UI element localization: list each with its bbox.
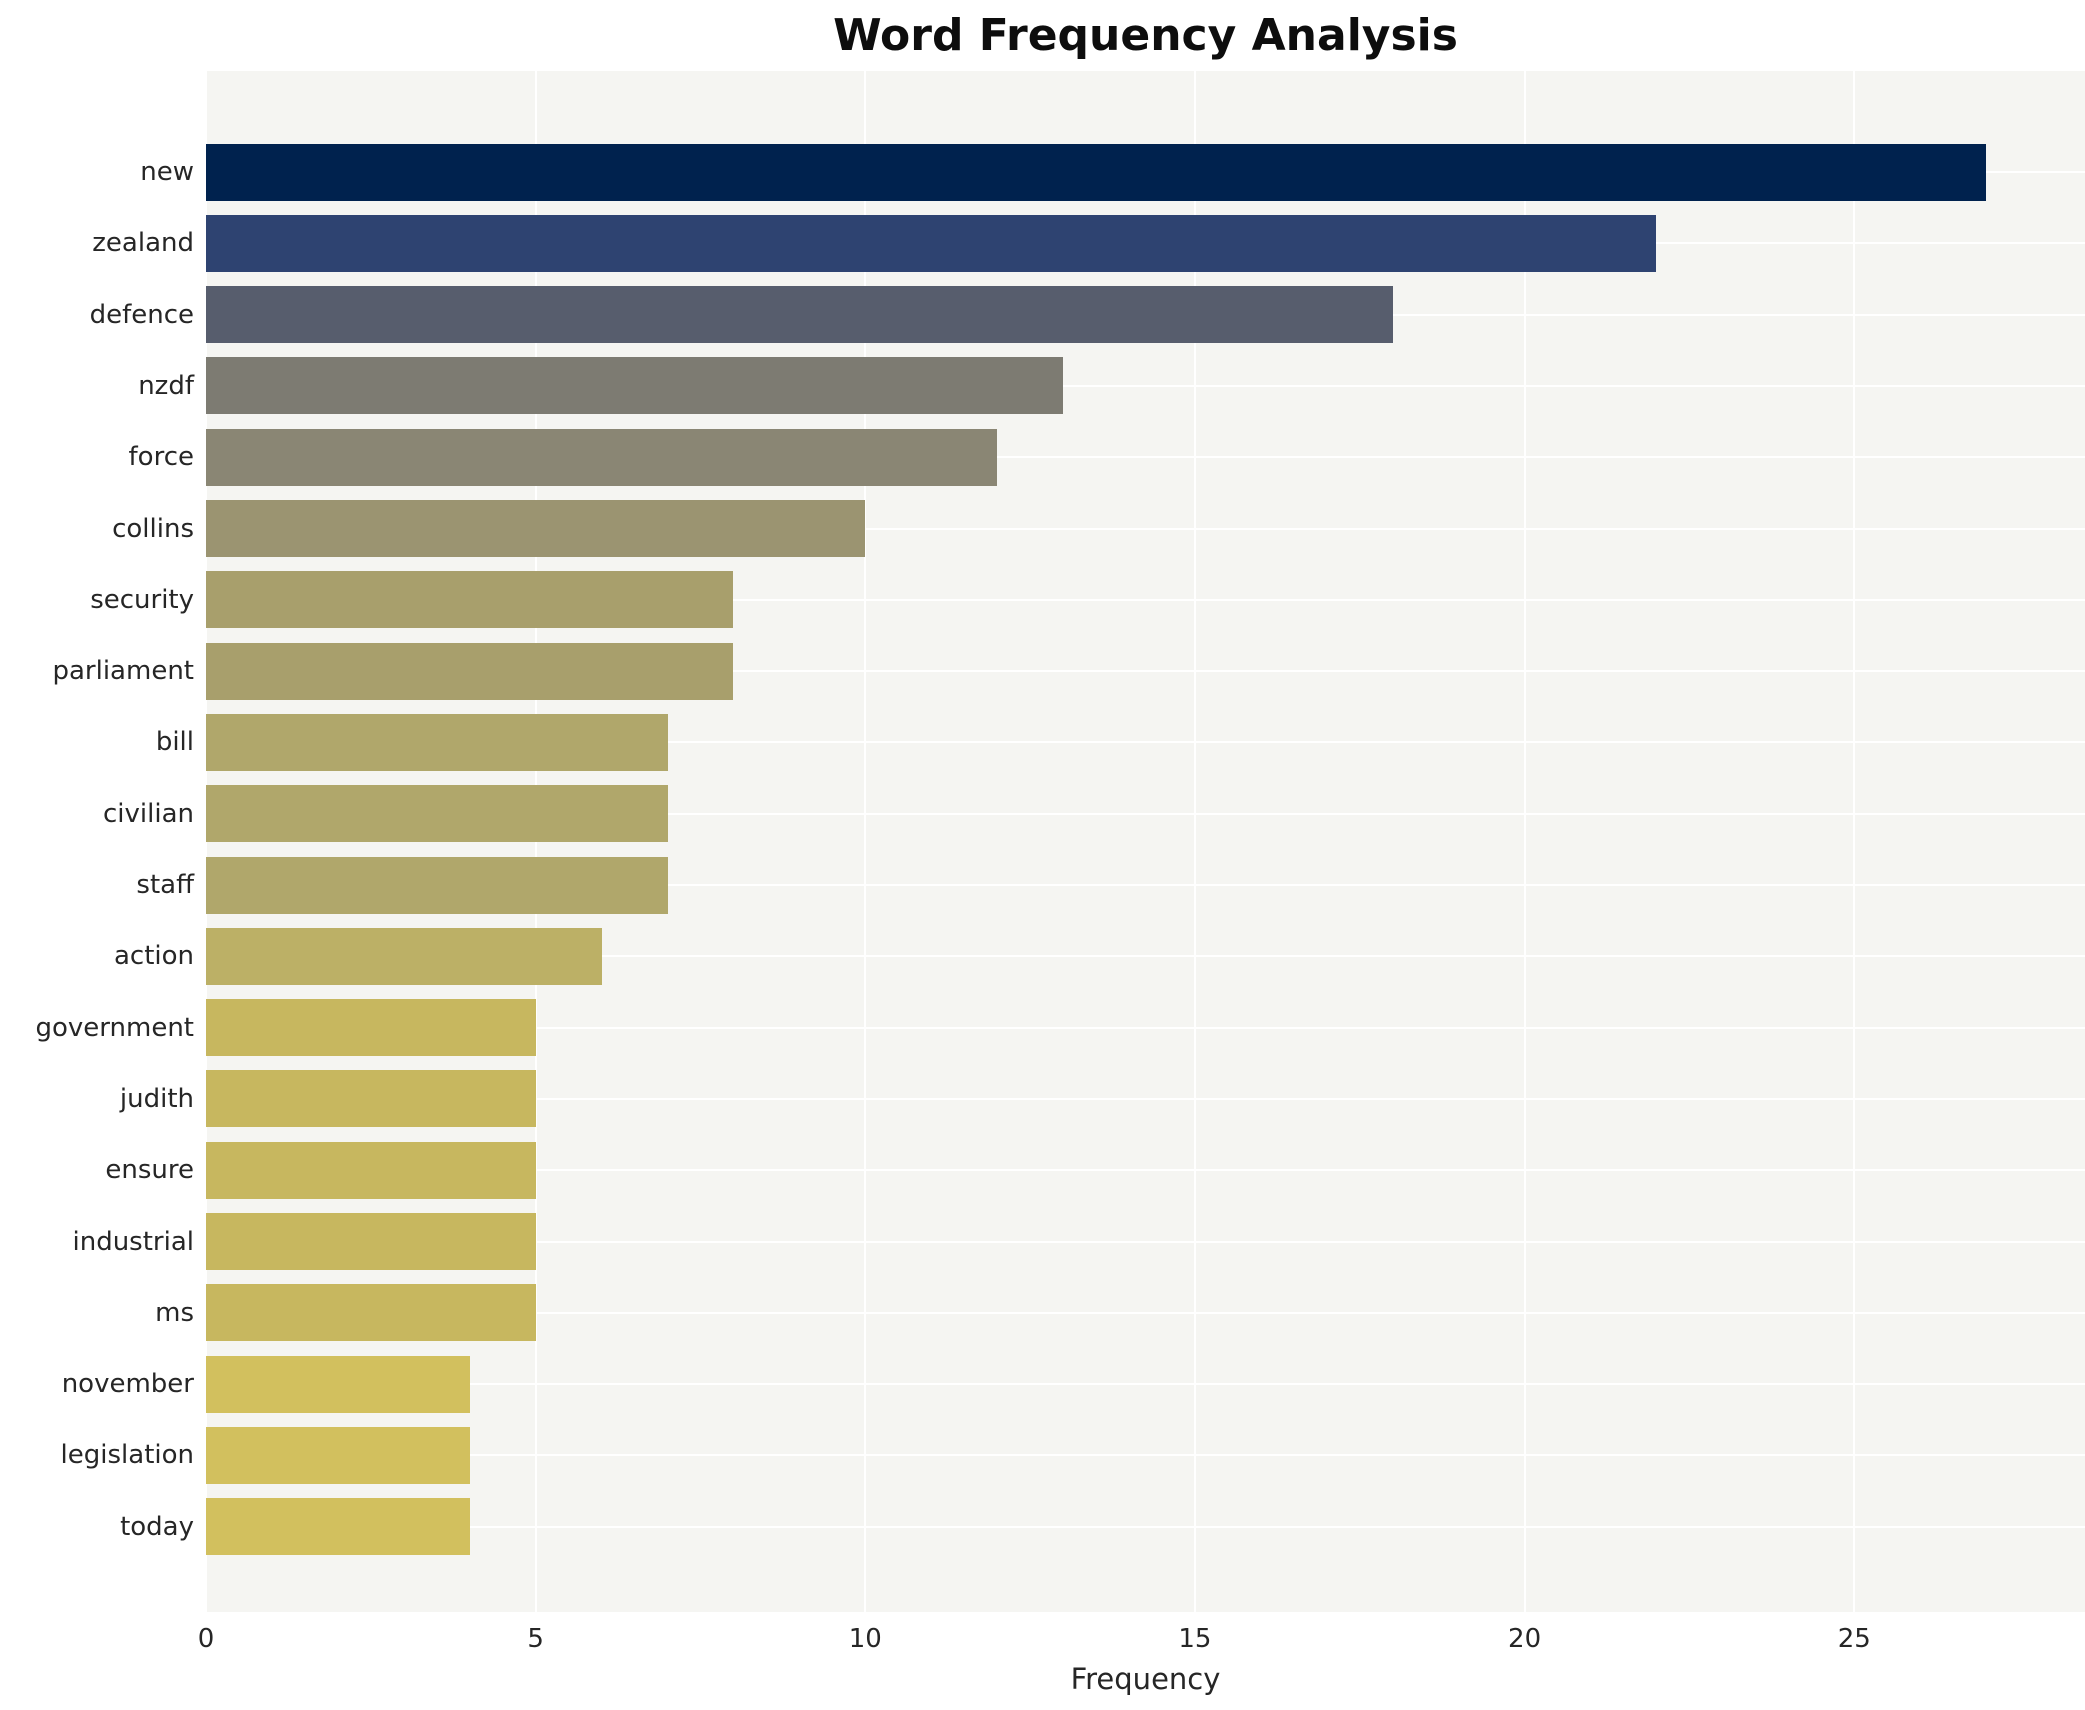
y-gridline	[206, 1383, 2085, 1386]
x-tick-label: 5	[527, 1624, 544, 1654]
y-gridline	[206, 1026, 2085, 1029]
x-axis-label: Frequency	[1070, 1662, 1221, 1696]
plot-area	[205, 71, 2085, 1612]
y-tick-label-zealand: zealand	[92, 228, 194, 259]
y-tick-label-industrial: industrial	[72, 1226, 195, 1257]
y-gridline	[206, 741, 2085, 744]
y-tick-label-judith: judith	[119, 1083, 194, 1114]
y-gridline	[206, 955, 2085, 958]
bar-november	[206, 1355, 470, 1413]
bar-civilian	[206, 785, 668, 843]
y-gridline	[206, 670, 2085, 673]
y-tick-label-security: security	[90, 584, 194, 615]
y-tick-label-staff: staff	[136, 870, 194, 900]
x-tick-label: 15	[1178, 1624, 1212, 1654]
y-tick-label-government: government	[35, 1012, 194, 1043]
x-tick-label: 25	[1837, 1624, 1871, 1654]
y-tick-label-parliament: parliament	[52, 656, 194, 687]
y-tick-label-ensure: ensure	[105, 1155, 194, 1186]
bar-judith	[206, 1070, 536, 1128]
bar-force	[206, 428, 998, 486]
x-tick-label: 10	[848, 1624, 882, 1654]
x-tick-label: 0	[197, 1624, 215, 1654]
bar-bill	[206, 713, 668, 771]
x-gridline	[1523, 71, 1526, 1612]
bar-nzdf	[206, 357, 1064, 415]
y-tick-label-legislation: legislation	[60, 1440, 194, 1471]
y-tick-label-action: action	[113, 941, 194, 972]
bar-staff	[206, 856, 668, 914]
y-tick-label-bill: bill	[155, 727, 194, 758]
y-gridline	[206, 1240, 2085, 1243]
x-gridline	[1193, 71, 1196, 1612]
y-gridline	[206, 1097, 2085, 1100]
bar-collins	[206, 500, 866, 557]
y-gridline	[206, 384, 2085, 387]
y-tick-label-today: today	[120, 1511, 194, 1542]
y-tick-label-force: force	[128, 442, 194, 473]
bar-security	[206, 571, 734, 629]
x-gridline	[864, 71, 867, 1612]
y-gridline	[206, 1311, 2085, 1314]
x-gridline	[1853, 71, 1856, 1612]
y-tick-label-november: november	[61, 1369, 194, 1400]
y-tick-label-nzdf: nzdf	[138, 370, 194, 401]
x-tick-label: 20	[1508, 1624, 1542, 1654]
y-tick-label-collins: collins	[112, 513, 194, 544]
bar-government	[206, 999, 536, 1057]
bar-today	[206, 1498, 470, 1556]
bar-defence	[206, 286, 1393, 344]
bar-industrial	[206, 1213, 536, 1270]
bar-zealand	[206, 214, 1657, 272]
y-gridline	[206, 1454, 2085, 1457]
y-gridline	[206, 812, 2085, 815]
y-gridline	[206, 527, 2085, 530]
bar-ms	[206, 1284, 536, 1342]
bar-action	[206, 927, 602, 985]
bar-parliament	[206, 642, 734, 700]
y-tick-label-civilian: civilian	[103, 798, 194, 829]
bar-ensure	[206, 1141, 536, 1199]
y-gridline	[206, 598, 2085, 601]
y-tick-label-ms: ms	[155, 1297, 194, 1328]
y-gridline	[206, 1525, 2085, 1528]
chart-title: Word Frequency Analysis	[833, 10, 1458, 61]
y-gridline	[206, 884, 2085, 886]
y-gridline	[206, 456, 2085, 459]
bar-legislation	[206, 1426, 470, 1484]
y-tick-label-defence: defence	[89, 299, 194, 330]
y-gridline	[206, 1169, 2085, 1172]
bar-new	[206, 143, 1987, 201]
y-tick-label-new: new	[140, 157, 194, 187]
